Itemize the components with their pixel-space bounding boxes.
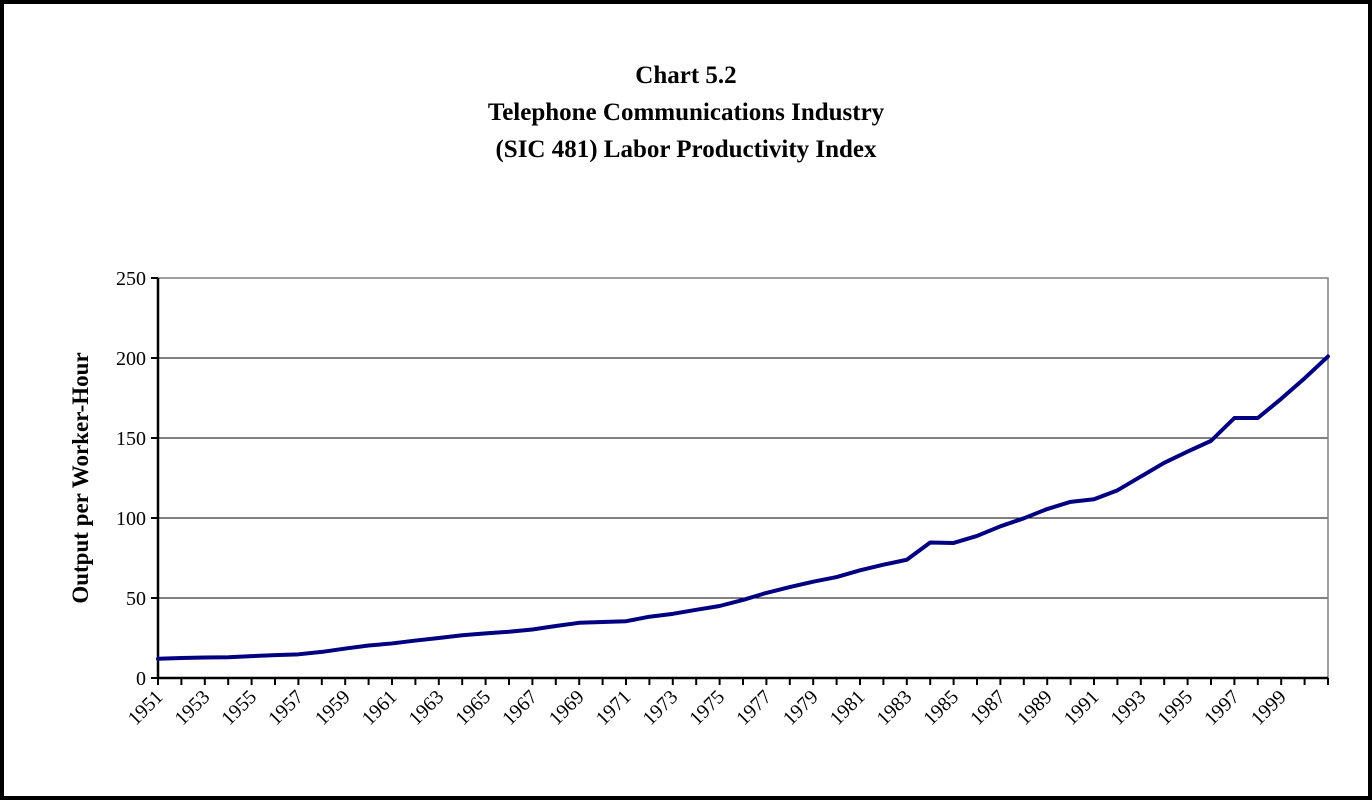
x-tick-label: 1969 xyxy=(545,686,589,730)
y-tick-label: 0 xyxy=(136,668,146,690)
y-axis-label: Output per Worker-Hour xyxy=(68,352,93,603)
y-tick-label: 150 xyxy=(116,428,146,450)
x-tick-label: 1985 xyxy=(919,686,963,730)
x-tick-label: 1963 xyxy=(404,686,448,730)
x-tick-label: 1961 xyxy=(358,686,402,730)
x-tick-label: 1977 xyxy=(732,686,776,730)
x-tick-label: 1957 xyxy=(264,686,308,730)
chart-title-line-3: (SIC 481) Labor Productivity Index xyxy=(495,136,877,163)
x-tick-label: 1955 xyxy=(217,686,261,730)
x-tick-label: 1959 xyxy=(311,686,355,730)
x-tick-label: 1967 xyxy=(498,686,542,730)
x-tick-label: 1965 xyxy=(451,686,495,730)
x-tick-label: 1953 xyxy=(170,686,214,730)
series-line-productivity xyxy=(156,354,1330,661)
x-tick-label: 1973 xyxy=(638,686,682,730)
y-axis-ticks: 0 50 100 150 200 250 xyxy=(116,268,158,690)
plot-area-border xyxy=(157,277,1329,679)
x-tick-label: 1981 xyxy=(826,686,870,730)
chart-title-line-1: Chart 5.2 xyxy=(635,62,737,89)
x-tick-label: 1991 xyxy=(1060,686,1104,730)
x-tick-label: 1971 xyxy=(592,686,636,730)
x-tick-label: 1989 xyxy=(1013,686,1057,730)
y-tick-label: 250 xyxy=(116,268,146,290)
x-tick-label: 1951 xyxy=(124,686,168,730)
chart-title-line-2: Telephone Communications Industry xyxy=(487,99,885,126)
x-tick-label: 1979 xyxy=(779,686,823,730)
y-tick-label: 50 xyxy=(126,588,146,610)
x-tick-label: 1987 xyxy=(966,686,1010,730)
x-tick-label: 1975 xyxy=(685,686,729,730)
x-tick-label: 1993 xyxy=(1106,686,1150,730)
axes xyxy=(156,278,1328,680)
x-tick-label: 1999 xyxy=(1247,686,1291,730)
x-axis-ticks: 1951 1953 1955 1957 1959 1961 1963 1965 1967 1969… xyxy=(124,678,1329,730)
grid-lines xyxy=(158,277,1328,599)
chart-title: Chart 5.2 Telephone Communications Indus… xyxy=(0,57,1372,168)
x-tick-label: 1983 xyxy=(872,686,916,730)
y-tick-label: 200 xyxy=(116,348,146,370)
x-tick-label: 1997 xyxy=(1200,686,1244,730)
y-tick-label: 100 xyxy=(116,508,146,530)
x-tick-label: 1995 xyxy=(1153,686,1197,730)
